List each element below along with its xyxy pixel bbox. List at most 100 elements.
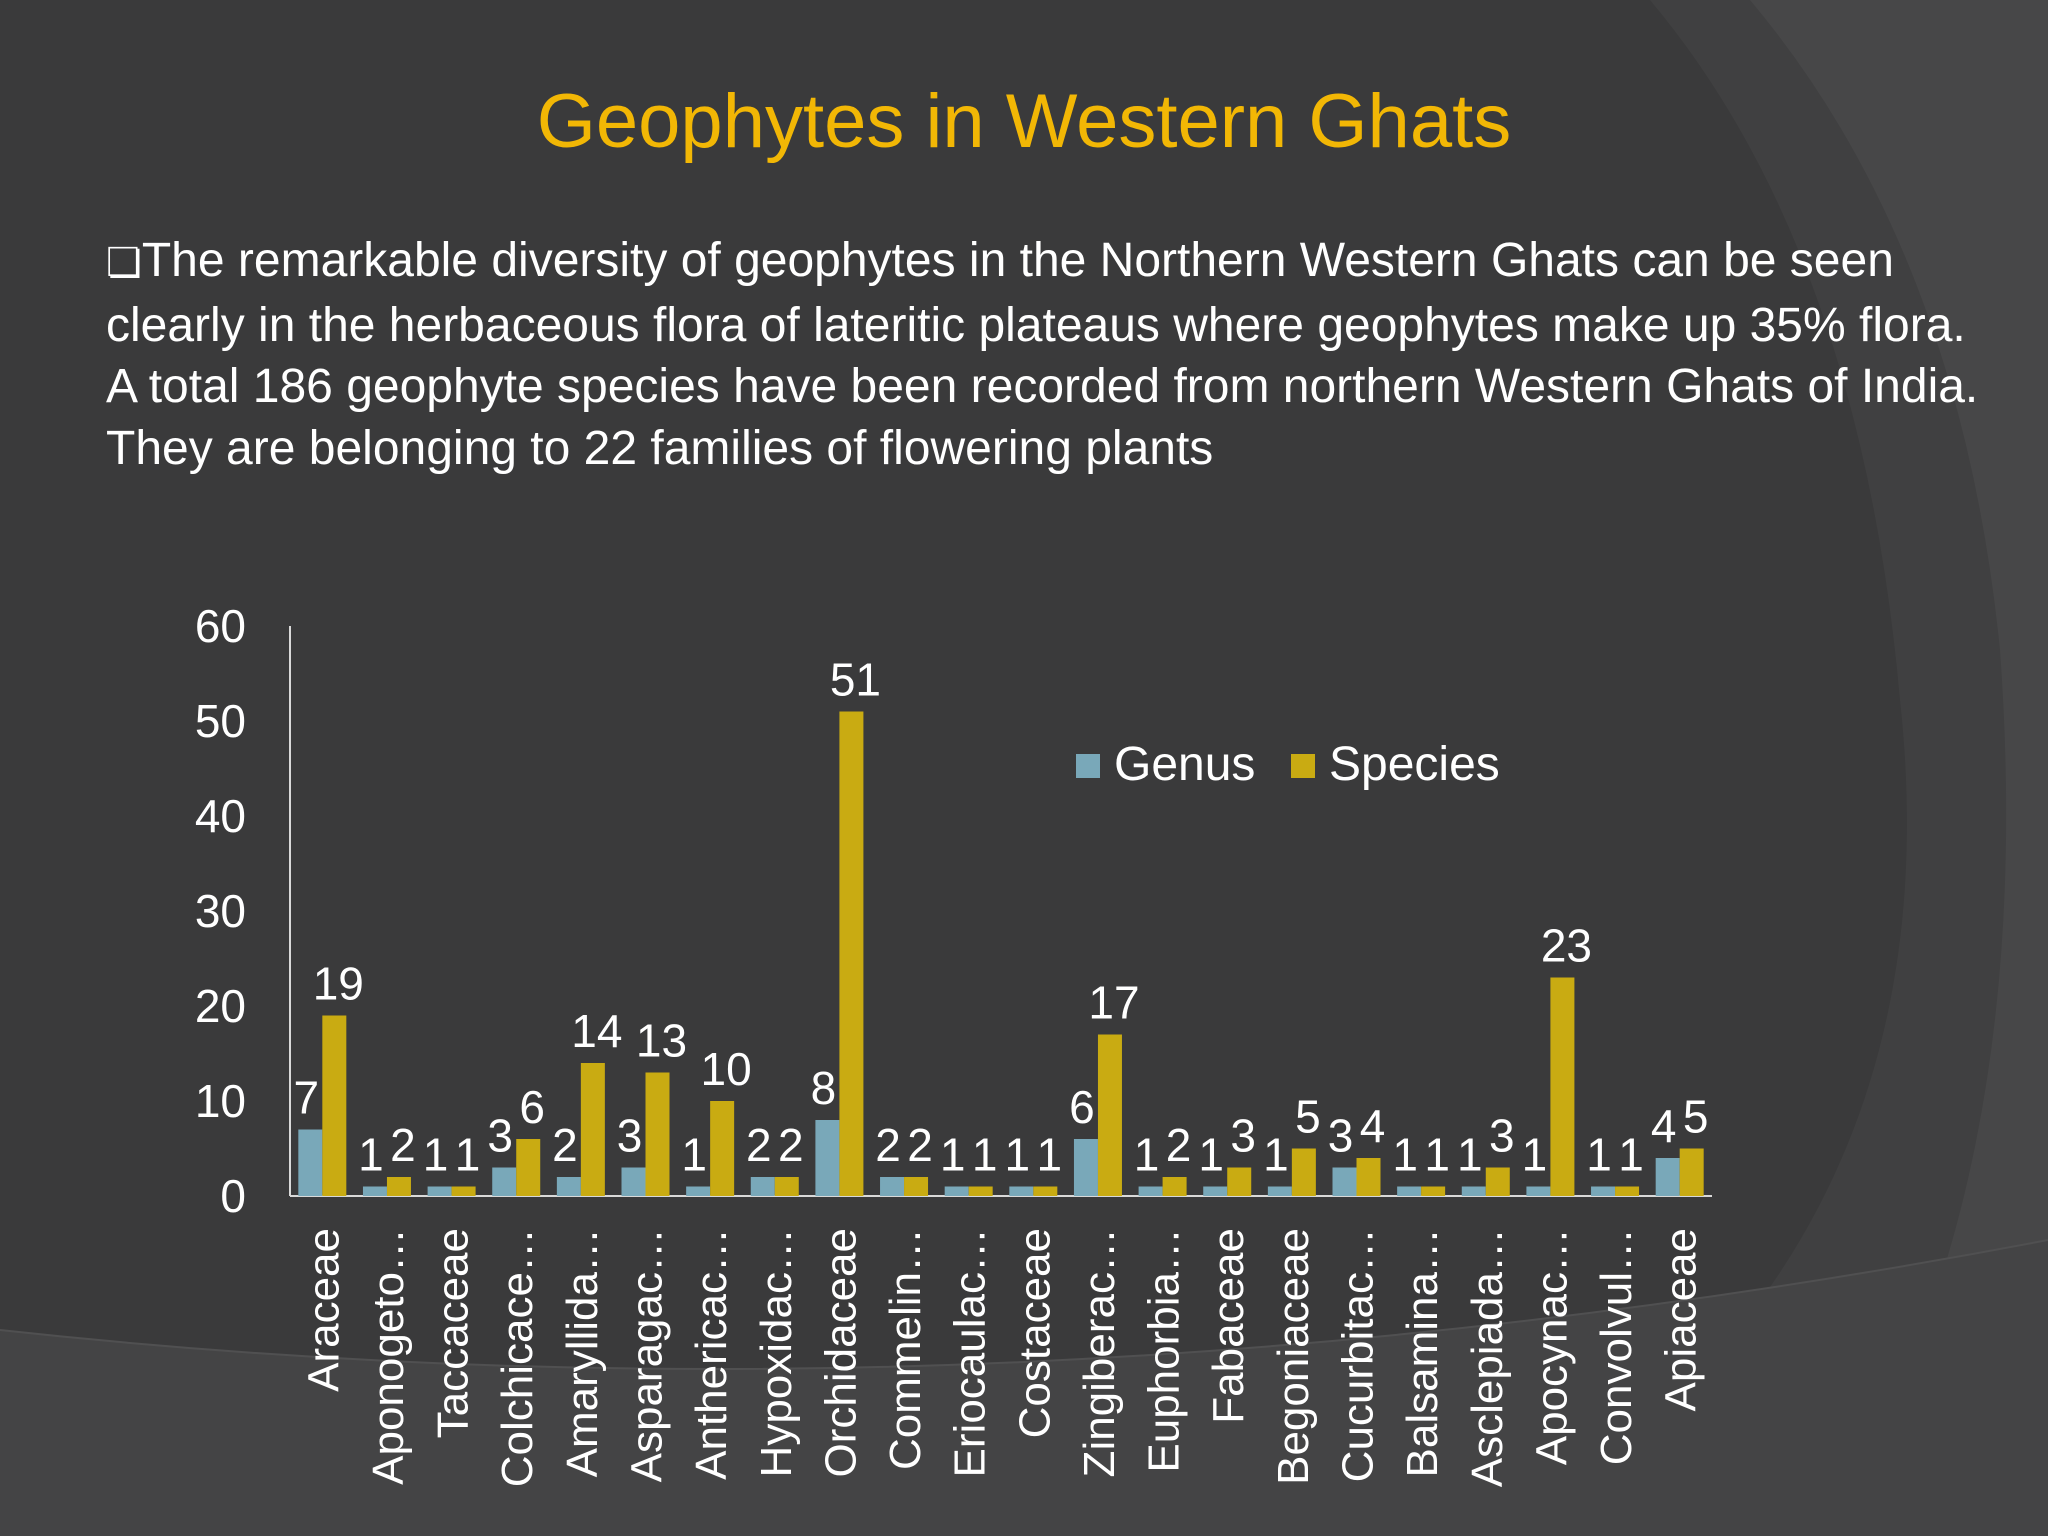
data-label-species: 23 [1541,920,1592,972]
x-category-label: Hypoxidac… [752,1228,801,1477]
data-label-species: 2 [390,1119,416,1171]
bar-species [968,1186,993,1196]
data-label-species: 5 [1683,1091,1709,1143]
x-category-label: Cucurbitac… [1334,1228,1383,1482]
data-label-genus: 1 [681,1129,707,1181]
legend-swatch-genus [1076,754,1100,778]
x-category-label: Fabaceae [1204,1228,1253,1424]
data-label-genus: 1 [423,1129,449,1181]
bar-species [1033,1186,1058,1196]
bar-species [386,1177,411,1196]
bar-genus [1461,1186,1486,1196]
bar-species [1227,1167,1252,1196]
data-label-species: 51 [830,654,881,706]
y-tick-label: 10 [195,1075,246,1127]
data-label-genus: 6 [1069,1081,1095,1133]
bars-group [298,711,1704,1196]
bar-genus [1267,1186,1292,1196]
y-tick-label: 40 [195,790,246,842]
y-tick-label: 0 [220,1170,246,1222]
bar-genus [750,1177,775,1196]
bar-species [1421,1186,1446,1196]
x-category-label: Commelin… [881,1228,930,1470]
data-label-genus: 7 [294,1072,320,1124]
paragraph-text: The remarkable diversity of geophytes in… [106,234,1979,475]
data-label-species: 2 [907,1119,933,1171]
bar-species [1162,1177,1187,1196]
x-category-label: Anthericac… [687,1228,736,1480]
y-tick-label: 50 [195,695,246,747]
bar-genus [1397,1186,1422,1196]
bar-species [774,1177,799,1196]
data-label-species: 17 [1088,977,1139,1029]
bar-species [710,1101,735,1196]
x-category-label: Euphorbia… [1140,1228,1189,1473]
data-label-species: 6 [519,1081,545,1133]
x-category-label: Orchidaceae [816,1228,865,1477]
data-label-genus: 3 [487,1110,513,1162]
bar-species [839,711,864,1196]
bar-species [1550,977,1575,1196]
data-label-species: 1 [1618,1129,1644,1181]
bar-species [645,1072,670,1196]
data-label-species: 1 [1424,1129,1450,1181]
data-label-genus: 3 [617,1110,643,1162]
legend-label-species: Species [1329,738,1500,791]
x-category-label: Araceae [299,1228,348,1392]
data-label-genus: 1 [1586,1129,1612,1181]
bar-genus [1073,1139,1098,1196]
bar-genus [1009,1186,1034,1196]
y-axis-ticks: 0 10 20 30 40 50 60 [195,600,246,1222]
data-label-genus: 2 [875,1119,901,1171]
x-axis-categories: Araceae Aponogeto… Taccaceae Colchicace… Ama… [299,1228,1705,1487]
bar-species [1679,1148,1704,1196]
x-category-label: Aponogeto… [364,1228,413,1485]
legend-swatch-species [1291,754,1315,778]
bar-genus [621,1167,646,1196]
bar-genus [427,1186,452,1196]
data-label-genus: 1 [940,1129,966,1181]
slide-title: Geophytes in Western Ghats [536,79,1512,164]
data-label-species: 1 [455,1129,481,1181]
bar-genus [1138,1186,1163,1196]
bar-genus [1526,1186,1551,1196]
x-category-label: Asparagac… [623,1228,672,1482]
data-label-genus: 1 [1522,1129,1548,1181]
data-label-genus: 1 [1134,1129,1160,1181]
x-category-label: Apiaceae [1657,1228,1706,1411]
bar-genus [556,1177,581,1196]
bar-species [1097,1034,1122,1196]
data-label-species: 5 [1295,1091,1321,1143]
data-label-genus: 2 [552,1119,578,1171]
x-category-label: Asclepiada… [1463,1228,1512,1487]
data-label-genus: 1 [1005,1129,1031,1181]
bar-genus [1655,1158,1680,1196]
data-label-species: 1 [972,1129,998,1181]
bar-species [1356,1158,1381,1196]
bar-species [580,1063,605,1196]
body-paragraph: ❏The remarkable diversity of geophytes i… [106,230,1986,479]
bar-species [1615,1186,1640,1196]
bar-genus [298,1129,323,1196]
x-category-label: Convolvul… [1592,1228,1641,1465]
bar-genus [815,1120,840,1196]
data-label-genus: 3 [1328,1110,1354,1162]
x-category-label: Balsamina… [1398,1228,1447,1477]
bar-species [904,1177,929,1196]
data-label-genus: 1 [1198,1129,1224,1181]
y-tick-label: 60 [195,600,246,652]
chart-legend: Genus Species [1076,738,1500,791]
data-label-species: 1 [1037,1129,1063,1181]
bar-species [451,1186,476,1196]
y-tick-label: 20 [195,980,246,1032]
bar-species [322,1015,347,1196]
bar-genus [1203,1186,1228,1196]
x-category-label: Colchicace… [493,1228,542,1487]
data-label-genus: 1 [1392,1129,1418,1181]
data-label-species: 3 [1230,1110,1256,1162]
bar-species [1485,1167,1510,1196]
data-label-species: 13 [636,1015,687,1067]
bar-species [1291,1148,1316,1196]
